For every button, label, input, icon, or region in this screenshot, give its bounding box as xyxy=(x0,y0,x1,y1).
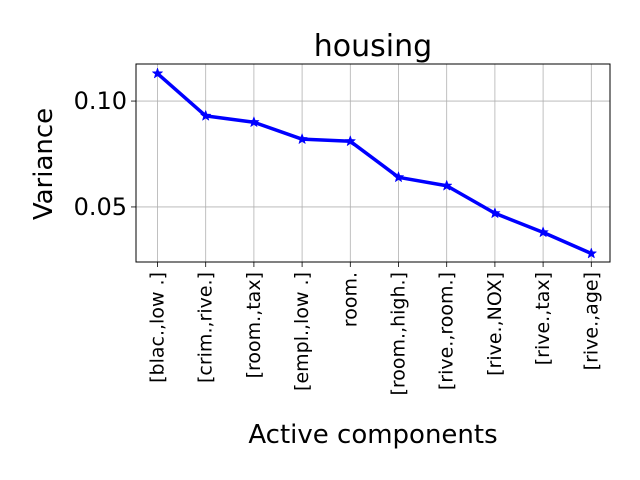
x-tick-label: [room.,high.] xyxy=(388,272,410,396)
x-tick-label: [crim.,rive.] xyxy=(195,272,217,383)
data-point-star xyxy=(440,179,453,191)
data-point-star xyxy=(296,132,309,145)
x-tick-label: [empl.,low .] xyxy=(291,272,313,391)
chart-title: housing xyxy=(314,29,432,64)
y-tick-label: 0.05 xyxy=(74,193,127,221)
data-point-star xyxy=(151,67,164,79)
y-axis-ticks: 0.05 0.10 xyxy=(74,87,136,221)
x-tick-label: [rive.,tax] xyxy=(532,272,554,365)
data-point-star xyxy=(488,207,501,219)
data-point-star xyxy=(199,109,212,121)
plot-area-frame xyxy=(135,63,611,263)
data-point-star xyxy=(585,247,598,259)
series-line xyxy=(155,71,594,256)
data-point-star xyxy=(247,116,260,128)
grid xyxy=(136,64,610,262)
x-tick-label: [room.,tax] xyxy=(243,272,265,378)
y-tick-label: 0.10 xyxy=(74,87,127,115)
data-point-star xyxy=(392,171,405,183)
data-point-star xyxy=(344,135,357,147)
y-axis-label: Variance xyxy=(29,108,59,220)
x-tick-label: [rive.,room.] xyxy=(436,272,458,390)
x-tick-label: [blac.,low .] xyxy=(147,272,169,383)
x-tick-label: room. xyxy=(339,272,361,327)
x-axis-label: Active components xyxy=(248,420,497,450)
x-axis-ticks: [blac.,low .] [crim.,rive.] [room.,tax] [em… xyxy=(147,262,602,396)
series-group xyxy=(151,67,598,259)
x-tick-label: [rive.,age] xyxy=(580,272,602,370)
x-tick-label: [rive.,NOX] xyxy=(484,272,506,376)
data-point-star xyxy=(537,226,550,238)
